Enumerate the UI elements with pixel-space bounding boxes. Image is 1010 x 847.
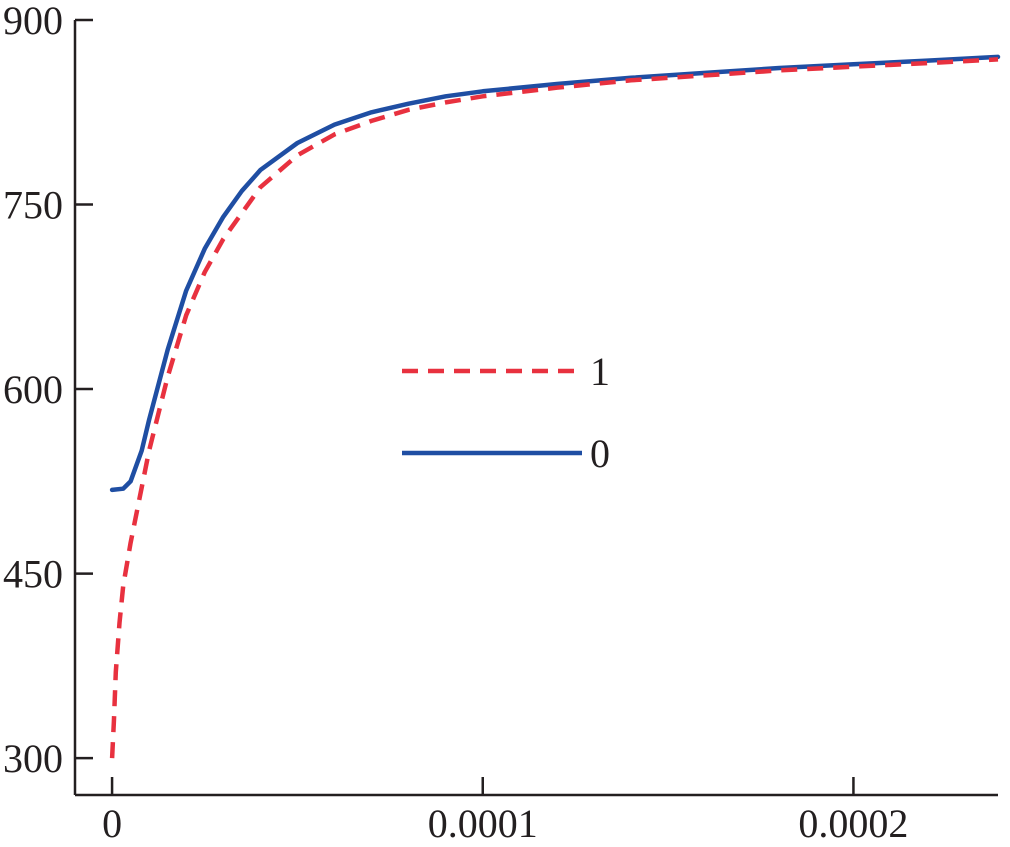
y-tick-label: 300 [3,736,63,781]
series-line-1 [109,57,999,759]
y-tick-label: 600 [3,367,63,412]
x-ticks: 0 0.0001 0.0002 [102,777,908,846]
axes [73,20,998,797]
legend-label-series-1: 1 [590,349,610,394]
y-tick-label: 750 [3,183,63,228]
legend: 1 0 [402,349,610,476]
series-layer [109,54,1001,759]
x-tick-label: 0.0001 [428,801,538,846]
legend-label-series-0: 0 [590,431,610,476]
x-tick-label: 0 [102,801,122,846]
y-tick-label: 900 [3,0,63,43]
y-tick-label: 450 [3,552,63,597]
y-ticks: 300 450 600 750 900 [3,0,93,781]
series-line-0 [109,54,1001,493]
x-tick-label: 0.0002 [798,801,908,846]
